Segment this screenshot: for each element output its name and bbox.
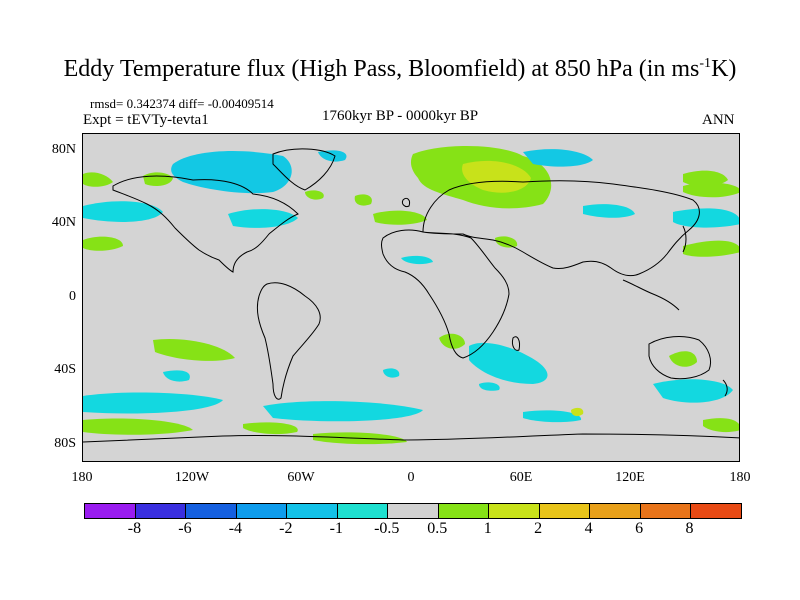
- colorbar-label-8: 2: [534, 520, 543, 537]
- colorbar-cell-2: [186, 504, 237, 518]
- lat-label-40n: 40N: [51, 215, 76, 230]
- coastline-madagascar: [512, 336, 520, 351]
- patch-pacific-ne-negative: [83, 201, 163, 222]
- colorbar-cell-11: [640, 504, 692, 518]
- colorbar-cell-0: [85, 504, 136, 518]
- coastline-south-america: [256, 282, 321, 400]
- colorbar-label-11: 8: [685, 520, 694, 537]
- patch-middle-east-positive: [495, 236, 518, 248]
- patch-atlantic-mid-positive: [354, 194, 372, 206]
- patch-southern-ocean-yellow-east: [571, 407, 584, 417]
- lat-label-0: 0: [69, 289, 76, 304]
- coastline-uk: [402, 197, 410, 207]
- colorbar-cell-1: [135, 504, 187, 518]
- lat-label-80n: 80N: [51, 142, 76, 157]
- patch-atlantic-north-negative: [228, 209, 298, 228]
- patch-australia-positive: [669, 351, 697, 367]
- colorbar-label-7: 1: [483, 520, 492, 537]
- coastline-southeast-asia: [622, 279, 680, 311]
- colorbar-label-4: -1: [329, 520, 343, 537]
- colorbar-label-6: 0.5: [427, 520, 448, 537]
- lon-label-120w: 120W: [174, 470, 210, 485]
- colorbar-label-10: 6: [635, 520, 644, 537]
- patch-australia-south-negative: [653, 379, 733, 403]
- colorbar-cell-7: [438, 504, 490, 518]
- patch-southern-ocean-positive-far-east: [703, 418, 739, 433]
- colorbar-cell-12: [691, 504, 741, 518]
- patch-pacific-central-positive: [83, 236, 123, 251]
- patch-russia-yellow: [462, 160, 531, 193]
- patch-pacific-nw-negative: [583, 204, 635, 218]
- patch-siberia-positive: [683, 170, 728, 187]
- patch-southern-ocean-negative-central: [263, 401, 423, 422]
- colorbar-cell-4: [287, 504, 338, 518]
- patch-africa-north-negative: [401, 255, 433, 265]
- stats-text: rmsd= 0.342374 diff= -0.00409514: [90, 96, 274, 111]
- colorbar-cell-6: [388, 504, 439, 518]
- title-tail-text: K): [711, 56, 737, 82]
- coastline-africa-eurasia: [381, 180, 700, 359]
- coastline-greenland: [272, 148, 336, 191]
- colorbar: [84, 503, 742, 519]
- patch-pacific-north-positive: [683, 182, 739, 198]
- lat-label-40s: 40S: [54, 362, 76, 377]
- patch-alaska-positive: [83, 172, 113, 187]
- lon-label-180-west: 180: [71, 470, 93, 485]
- patch-south-pacific-negative: [163, 370, 190, 382]
- colorbar-cell-10: [590, 504, 641, 518]
- coastline-australia: [648, 336, 712, 380]
- map-svg: [83, 145, 739, 445]
- patch-south-atlantic-negative-small: [383, 368, 400, 378]
- coastline-antarctica: [83, 433, 739, 443]
- patch-southern-ocean-negative-east: [523, 410, 582, 423]
- coastline-north-america: [112, 175, 299, 273]
- plot-title: Eddy Temperature flux (High Pass, Bloomf…: [0, 56, 800, 83]
- patch-greenland-negative: [171, 151, 292, 194]
- colorbar-label-2: -4: [228, 520, 243, 537]
- patch-southern-ocean-positive-west: [83, 418, 193, 435]
- patch-south-africa-positive: [439, 333, 465, 349]
- title-superscript: -1: [699, 56, 712, 71]
- colorbar-label-0: -8: [127, 520, 142, 537]
- title-main-text: Eddy Temperature flux (High Pass, Bloomf…: [63, 56, 700, 82]
- patch-arctic-canada-positive: [143, 172, 173, 186]
- patch-south-indian-negative-small: [479, 382, 500, 391]
- colorbar-cell-5: [337, 504, 389, 518]
- patch-south-pacific-positive: [153, 338, 235, 361]
- patch-pacific-west-negative: [673, 208, 739, 228]
- experiment-label: Expt = tEVTy-tevta1: [83, 112, 209, 128]
- patch-atlantic-east-positive: [373, 210, 427, 225]
- colorbar-cell-3: [236, 504, 288, 518]
- coastlines: [83, 148, 739, 443]
- season-label: ANN: [702, 112, 735, 128]
- patch-pacific-west-positive: [683, 240, 739, 257]
- lon-label-60w: 60W: [287, 470, 315, 485]
- colorbar-label-9: 4: [584, 520, 593, 537]
- colorbar-cell-9: [539, 504, 591, 518]
- lon-label-180-east: 180: [729, 470, 751, 485]
- map-panel: [82, 133, 740, 462]
- patch-arctic-north-negative: [318, 150, 347, 162]
- patch-southern-ocean-negative-west: [83, 392, 223, 414]
- colorbar-label-5: -0.5: [374, 520, 400, 537]
- patch-indian-ocean-negative: [469, 342, 548, 384]
- coastline-japan: [682, 225, 687, 253]
- period-label: 1760kyr BP - 0000kyr BP: [322, 108, 479, 124]
- lat-label-80s: 80S: [54, 436, 76, 451]
- colorbar-cell-8: [489, 504, 540, 518]
- coastline-new-zealand: [722, 379, 728, 397]
- lon-label-0: 0: [407, 470, 415, 485]
- patch-southern-ocean-positive-mid: [243, 422, 298, 435]
- colorbar-label-1: -6: [178, 520, 192, 537]
- lon-label-60e: 60E: [509, 470, 533, 485]
- colorbar-label-3: -2: [279, 520, 293, 537]
- patch-barents-negative: [523, 149, 593, 167]
- anomaly-patches: [83, 145, 739, 445]
- patch-atlantic-north-positive-small: [305, 190, 324, 200]
- lon-label-120e: 120E: [615, 470, 645, 485]
